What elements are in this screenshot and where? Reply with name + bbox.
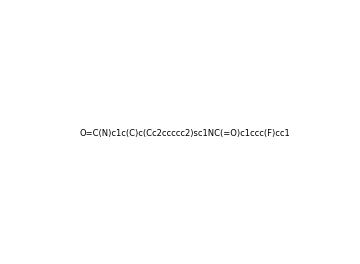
Text: O=C(N)c1c(C)c(Cc2ccccc2)sc1NC(=O)c1ccc(F)cc1: O=C(N)c1c(C)c(Cc2ccccc2)sc1NC(=O)c1ccc(F… bbox=[79, 129, 290, 138]
